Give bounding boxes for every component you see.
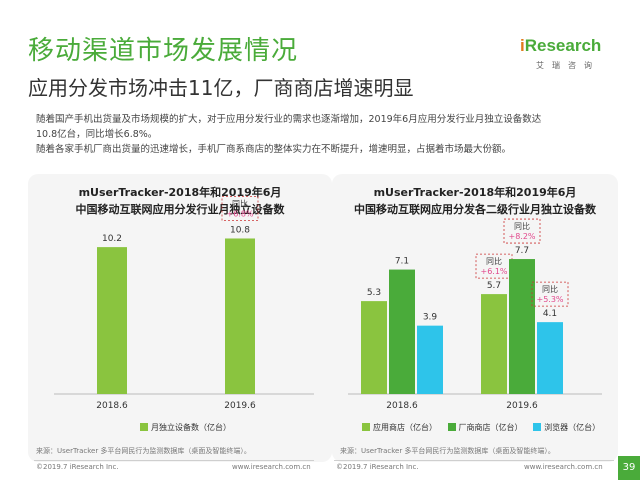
legend-swatch: [447, 423, 456, 431]
bar: [481, 294, 507, 394]
yoy-annotation-label: 同比: [486, 256, 502, 266]
chart-left-legend: 月独立设备数（亿台）: [140, 422, 239, 433]
x-tick-label: 2018.6: [386, 401, 418, 411]
iresearch-logo: iResearch 艾瑞咨询: [520, 36, 602, 70]
footer-copyright-left: ©2019.7 iResearch Inc.: [36, 463, 119, 471]
chart-right-title-line-2: 中国移动互联网应用分发各二级行业月独立设备数: [354, 203, 596, 216]
bar: [537, 322, 563, 394]
bar: [361, 301, 387, 394]
yoy-annotation-value: +6.1%: [480, 267, 507, 276]
data-label: 10.8: [230, 225, 250, 235]
data-label: 5.7: [487, 281, 501, 291]
chart-right-legend: 应用商店（亿台） 厂商商店（亿台） 浏览器（亿台）: [362, 422, 608, 433]
data-label: 4.1: [543, 309, 557, 319]
yoy-annotation-value: +8.2%: [508, 232, 535, 241]
footer-copyright-right: ©2019.7 iResearch Inc.: [336, 463, 419, 471]
footer-divider-left: [34, 460, 314, 461]
chart-left-title-line-2: 中国移动互联网应用分发行业月独立设备数: [75, 203, 285, 216]
footer-url-right: www.iresearch.com.cn: [524, 463, 603, 471]
description-line-2: 10.8亿台，同比增长6.8%。: [36, 129, 158, 140]
chart-panel-left: mUserTracker-2018年和2019年6月 中国移动互联网应用分发行业…: [28, 174, 332, 462]
data-label: 10.2: [102, 234, 122, 244]
yoy-annotation-value: +5.3%: [536, 295, 563, 304]
description-line-3: 随着各家手机厂商出货量的迅速增长，手机厂商系商店的整体实力在不断提升，增速明显，…: [36, 144, 512, 155]
legend-item: 月独立设备数（亿台）: [140, 423, 231, 432]
chart-left: 10.2 2018.6 10.8 2019.6 同比+6.8%: [54, 196, 314, 411]
source-note-left: 来源：UserTracker 多平台网民行为监测数据库（桌面及智能终端）。: [36, 447, 251, 455]
chart-panel-right: mUserTracker-2018年和2019年6月 中国移动互联网应用分发各二…: [332, 174, 618, 462]
data-label: 3.9: [423, 313, 438, 323]
footer-divider-right: [334, 460, 614, 461]
yoy-annotation-label: 同比: [542, 284, 558, 294]
description-line-1: 随着国产手机出货量及市场规模的扩大，对于应用分发行业的需求也逐渐增加，2019年…: [36, 114, 542, 125]
source-note-right: 来源：UserTracker 多平台网民行为监测数据库（桌面及智能终端）。: [340, 447, 555, 455]
page-number: 39: [618, 456, 640, 480]
bar: [389, 269, 415, 394]
legend-swatch: [533, 423, 542, 431]
footer-url-left: www.iresearch.com.cn: [232, 463, 311, 471]
bar: [225, 238, 255, 394]
data-label: 5.3: [367, 288, 381, 298]
data-label: 7.7: [515, 246, 529, 256]
chart-right-title-line-1: mUserTracker-2018年和2019年6月: [373, 186, 577, 199]
bar: [509, 259, 535, 394]
legend-item: 应用商店（亿台）: [362, 423, 437, 432]
yoy-annotation-value: +6.8%: [226, 209, 253, 218]
legend-swatch: [362, 423, 370, 431]
page-subtitle: 应用分发市场冲击11亿，厂商商店增速明显: [28, 76, 414, 100]
yoy-annotation-label: 同比: [514, 221, 530, 231]
yoy-annotation-label: 同比: [232, 198, 248, 208]
x-tick-label: 2019.6: [224, 401, 256, 411]
data-label: 7.1: [395, 257, 409, 267]
legend-item: 浏览器（亿台）: [533, 423, 600, 432]
bar: [417, 325, 443, 394]
chart-left-title-line-1: mUserTracker-2018年和2019年6月: [78, 186, 282, 199]
chart-right: 5.37.13.92018.65.7同比+6.1%7.7同比+8.2%4.1同比…: [348, 218, 602, 411]
x-tick-label: 2019.6: [506, 401, 538, 411]
legend-swatch: [140, 423, 148, 431]
legend-item: 厂商商店（亿台）: [447, 423, 523, 432]
bar: [97, 247, 127, 394]
x-tick-label: 2018.6: [96, 401, 128, 411]
page-title: 移动渠道市场发展情况: [28, 36, 299, 66]
